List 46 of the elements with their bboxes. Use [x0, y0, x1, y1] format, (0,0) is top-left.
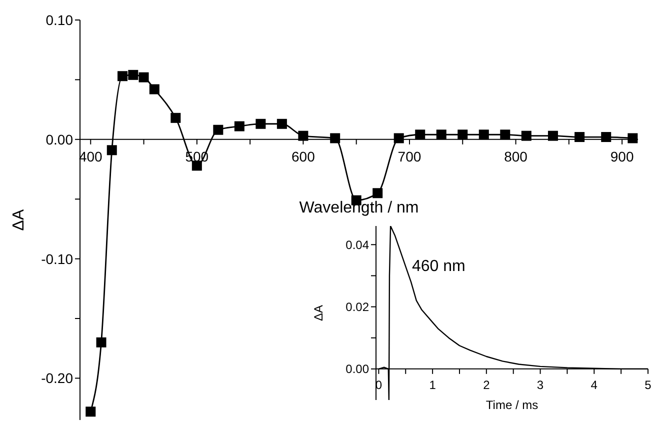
point: [86, 406, 96, 417]
point: [128, 70, 138, 80]
y-tick-label: 0.00: [46, 131, 74, 148]
point: [96, 337, 106, 348]
point: [276, 118, 287, 129]
point: [118, 71, 128, 82]
point: [521, 130, 532, 141]
point: [628, 133, 638, 144]
point: [256, 118, 266, 129]
point: [548, 130, 558, 141]
y-tick-label: 0.02: [346, 300, 370, 314]
y-tick-label: -0.20: [41, 370, 74, 386]
x-tick-label: 800: [504, 148, 528, 164]
point: [574, 132, 585, 142]
point: [458, 130, 468, 140]
point: [234, 121, 244, 132]
y-tick-label: -0.10: [41, 250, 74, 267]
point: [500, 130, 510, 140]
x-tick-label: 900: [610, 148, 634, 164]
x-tick-label: 2: [483, 378, 490, 392]
point: [478, 130, 489, 140]
x-tick-label: 5: [644, 378, 652, 392]
y-tick-label: 0.00: [346, 362, 370, 376]
y-axis-title: ΔA: [311, 304, 326, 322]
x-tick-label: 600: [292, 148, 316, 164]
x-axis-title: Wavelength / nm: [299, 199, 419, 216]
point: [106, 145, 117, 156]
point: [330, 133, 340, 144]
point: [415, 130, 426, 140]
point: [170, 112, 181, 123]
x-tick-label: 1: [429, 378, 436, 392]
y-tick-label: 0.10: [46, 12, 74, 28]
point: [601, 132, 612, 142]
point: [436, 130, 446, 140]
annotation: 460 nm: [412, 258, 466, 276]
x-tick-label: 700: [398, 148, 422, 164]
x-axis-title: Time / ms: [486, 398, 538, 412]
point: [372, 188, 383, 198]
y-tick-label: 0.04: [346, 238, 370, 252]
x-tick-label: 3: [536, 378, 544, 392]
point: [149, 84, 160, 94]
point: [394, 133, 404, 144]
y-axis-title: ΔA: [10, 208, 28, 231]
x-tick-label: 4: [590, 378, 598, 392]
point: [138, 72, 149, 82]
point: [213, 124, 224, 135]
